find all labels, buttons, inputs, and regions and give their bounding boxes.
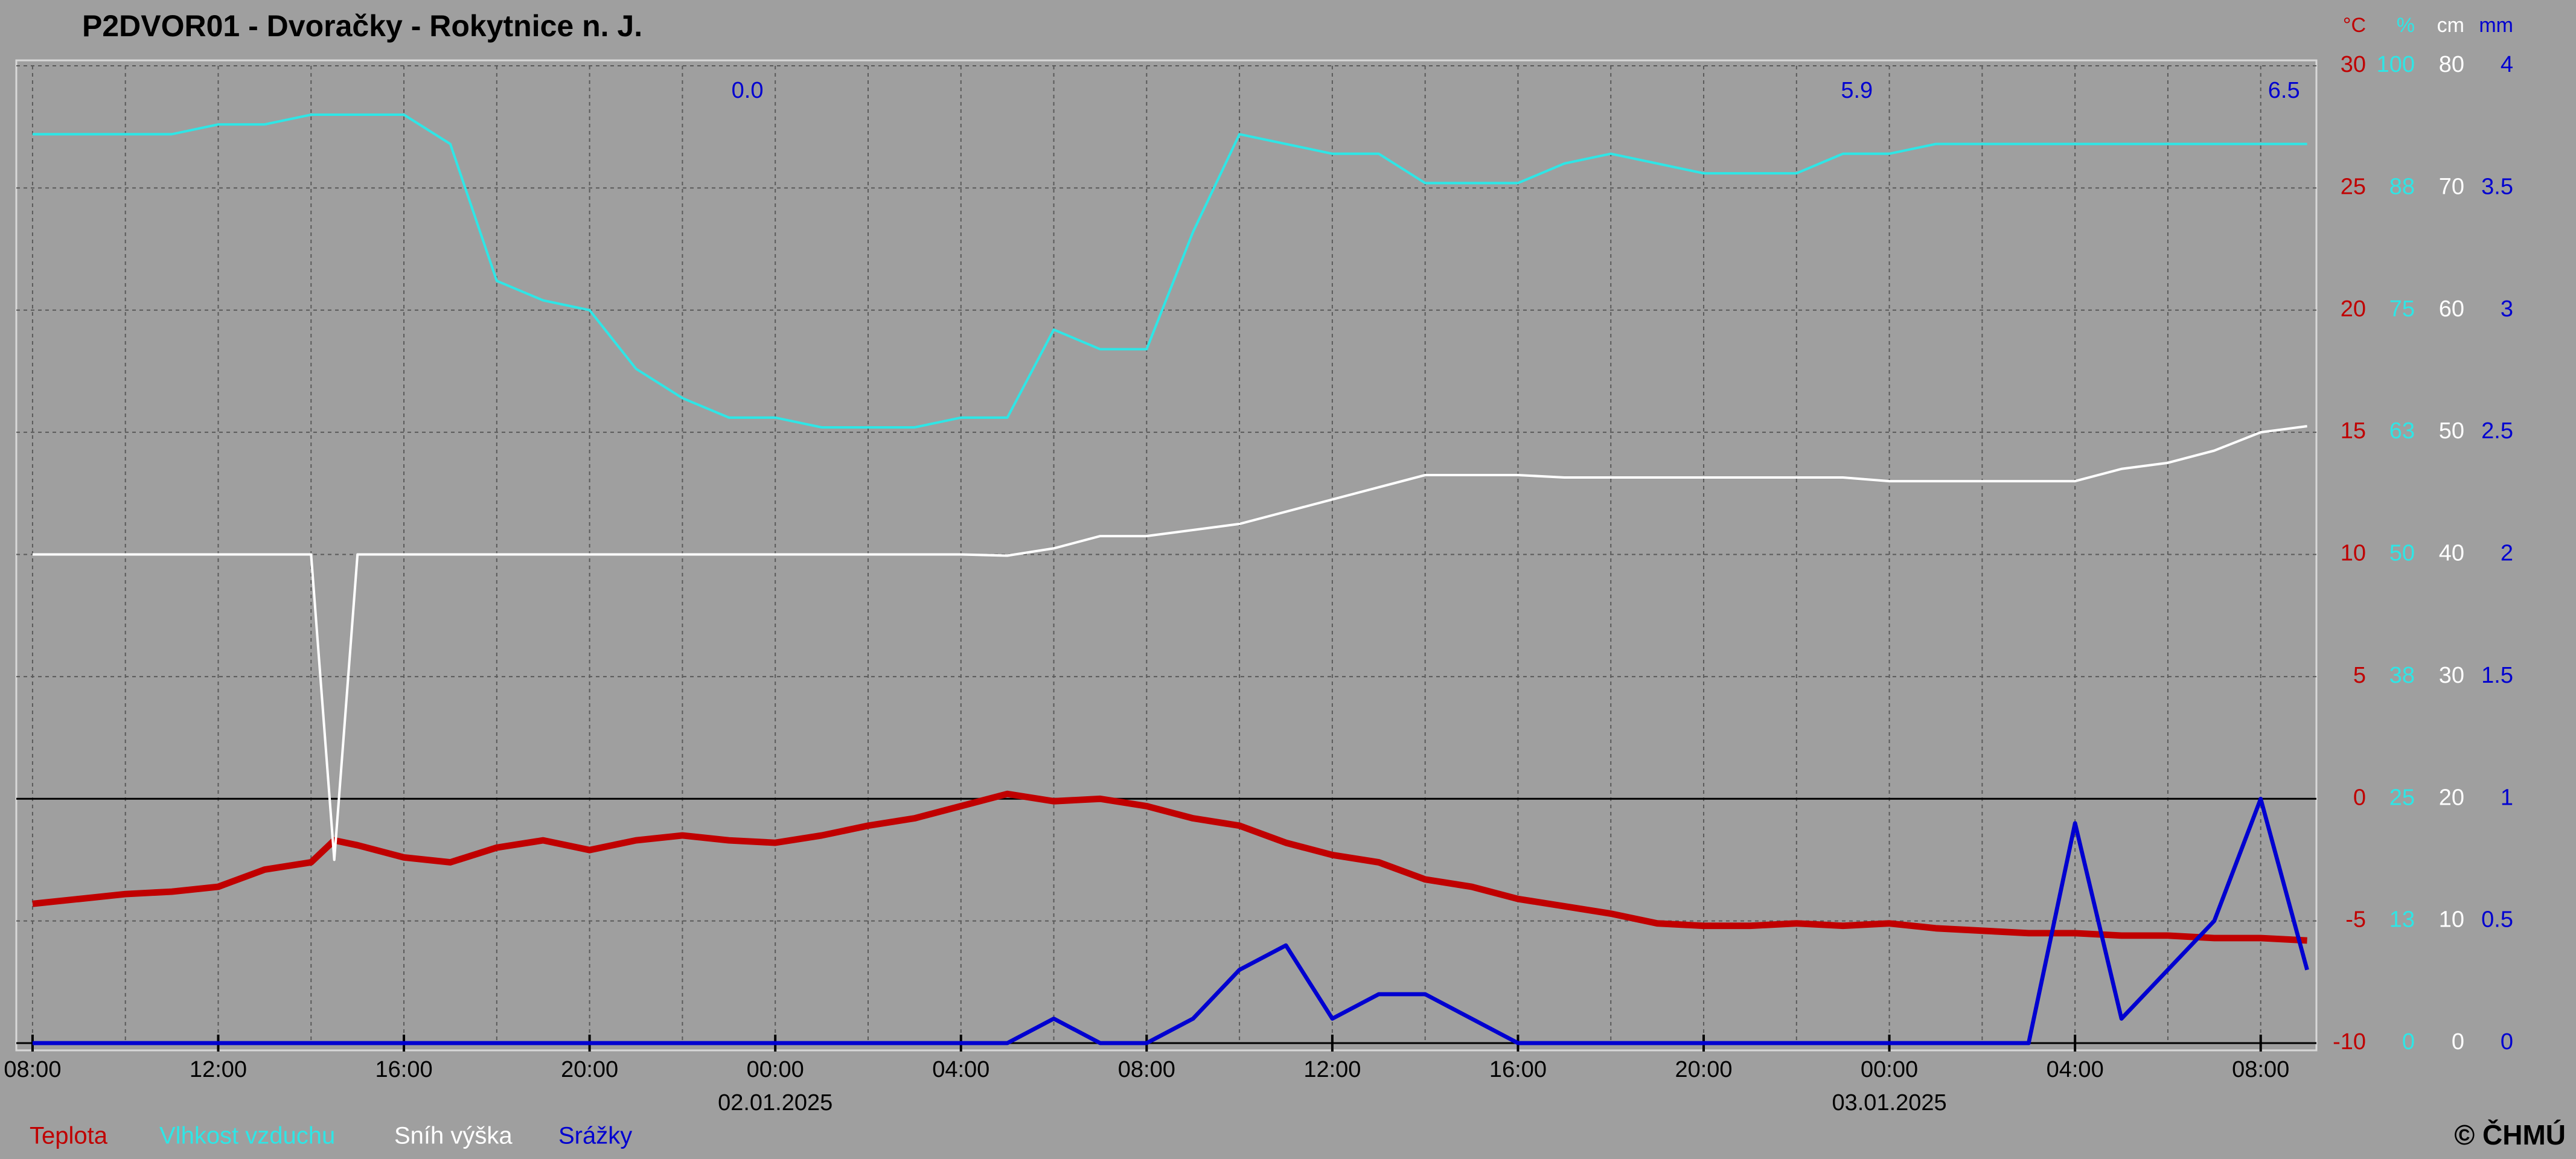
y-tick-label: -5 — [2345, 907, 2366, 933]
y-tick-label: 3 — [2501, 296, 2513, 322]
series-line — [32, 790, 2307, 944]
x-tick-label: 08:00 — [2232, 1057, 2289, 1082]
y-tick-label: 2 — [2501, 541, 2513, 566]
y-tick-label: 60 — [2439, 296, 2464, 322]
y-tick-label: 5 — [2353, 663, 2366, 688]
axis-unit: mm — [2479, 14, 2513, 37]
y-tick-label: 63 — [2389, 418, 2415, 444]
annotation: 5.9 — [1841, 78, 1873, 103]
y-tick-label: 1.5 — [2481, 663, 2513, 688]
y-tick-label: 10 — [2341, 541, 2366, 566]
legend-entry: Sníh výška — [394, 1123, 513, 1149]
y-tick-label: 4 — [2501, 52, 2513, 77]
legend-entry: Vlhkost vzduchu — [159, 1123, 335, 1149]
y-tick-label: 38 — [2389, 663, 2415, 688]
y-tick-label: 0 — [2452, 1029, 2464, 1055]
x-tick-label: 04:00 — [932, 1057, 989, 1082]
axis-unit: cm — [2437, 14, 2464, 37]
y-tick-label: 40 — [2439, 541, 2464, 566]
x-date-label: 02.01.2025 — [718, 1090, 833, 1116]
series-line — [32, 424, 2307, 861]
y-tick-label: 30 — [2341, 52, 2366, 77]
plot-frame — [15, 59, 2318, 1052]
y-tick-label: 13 — [2389, 907, 2415, 933]
y-tick-label: 0 — [2402, 1029, 2415, 1055]
x-tick-label: 16:00 — [1489, 1057, 1547, 1082]
x-date-label: 03.01.2025 — [1832, 1090, 1946, 1116]
annotation: 0.0 — [732, 78, 764, 103]
y-tick-label: 2.5 — [2481, 418, 2513, 444]
series-line — [32, 796, 2309, 1046]
y-tick-label: 10 — [2439, 907, 2464, 933]
legend-entry: Teplota — [30, 1123, 108, 1149]
y-tick-label: 15 — [2341, 418, 2366, 444]
y-tick-label: 80 — [2439, 52, 2464, 77]
y-tick-label: 1 — [2501, 785, 2513, 810]
y-tick-label: 50 — [2389, 541, 2415, 566]
y-tick-label: 100 — [2377, 52, 2415, 77]
y-tick-label: 50 — [2439, 418, 2464, 444]
series-line — [32, 113, 2307, 429]
annotation: 6.5 — [2268, 78, 2300, 103]
x-tick-label: 20:00 — [1675, 1057, 1732, 1082]
x-tick-label: 00:00 — [1861, 1057, 1918, 1082]
axis-unit: °C — [2343, 14, 2366, 37]
y-tick-label: 70 — [2439, 174, 2464, 199]
axis-unit: % — [2397, 14, 2415, 37]
y-tick-label: 3.5 — [2481, 174, 2513, 199]
chart-title: P2DVOR01 - Dvoračky - Rokytnice n. J. — [82, 9, 642, 43]
y-tick-label: 20 — [2439, 785, 2464, 810]
y-tick-label: 0.5 — [2481, 907, 2513, 933]
y-tick-label: 88 — [2389, 174, 2415, 199]
x-tick-label: 12:00 — [1303, 1057, 1361, 1082]
y-tick-label: -10 — [2333, 1029, 2366, 1055]
x-tick-label: 08:00 — [1118, 1057, 1175, 1082]
y-tick-label: 25 — [2341, 174, 2366, 199]
legend-entry: Srážky — [558, 1123, 632, 1149]
x-tick-label: 04:00 — [2047, 1057, 2104, 1082]
y-tick-label: 0 — [2501, 1029, 2513, 1055]
copyright: © ČHMÚ — [2454, 1119, 2566, 1151]
y-tick-label: 20 — [2341, 296, 2366, 322]
y-tick-label: 25 — [2389, 785, 2415, 810]
x-tick-label: 12:00 — [190, 1057, 247, 1082]
y-tick-label: 75 — [2389, 296, 2415, 322]
y-tick-label: 30 — [2439, 663, 2464, 688]
y-tick-label: 0 — [2353, 785, 2366, 810]
x-tick-label: 16:00 — [376, 1057, 433, 1082]
x-tick-label: 00:00 — [747, 1057, 804, 1082]
x-tick-label: 08:00 — [4, 1057, 61, 1082]
x-tick-label: 20:00 — [561, 1057, 618, 1082]
